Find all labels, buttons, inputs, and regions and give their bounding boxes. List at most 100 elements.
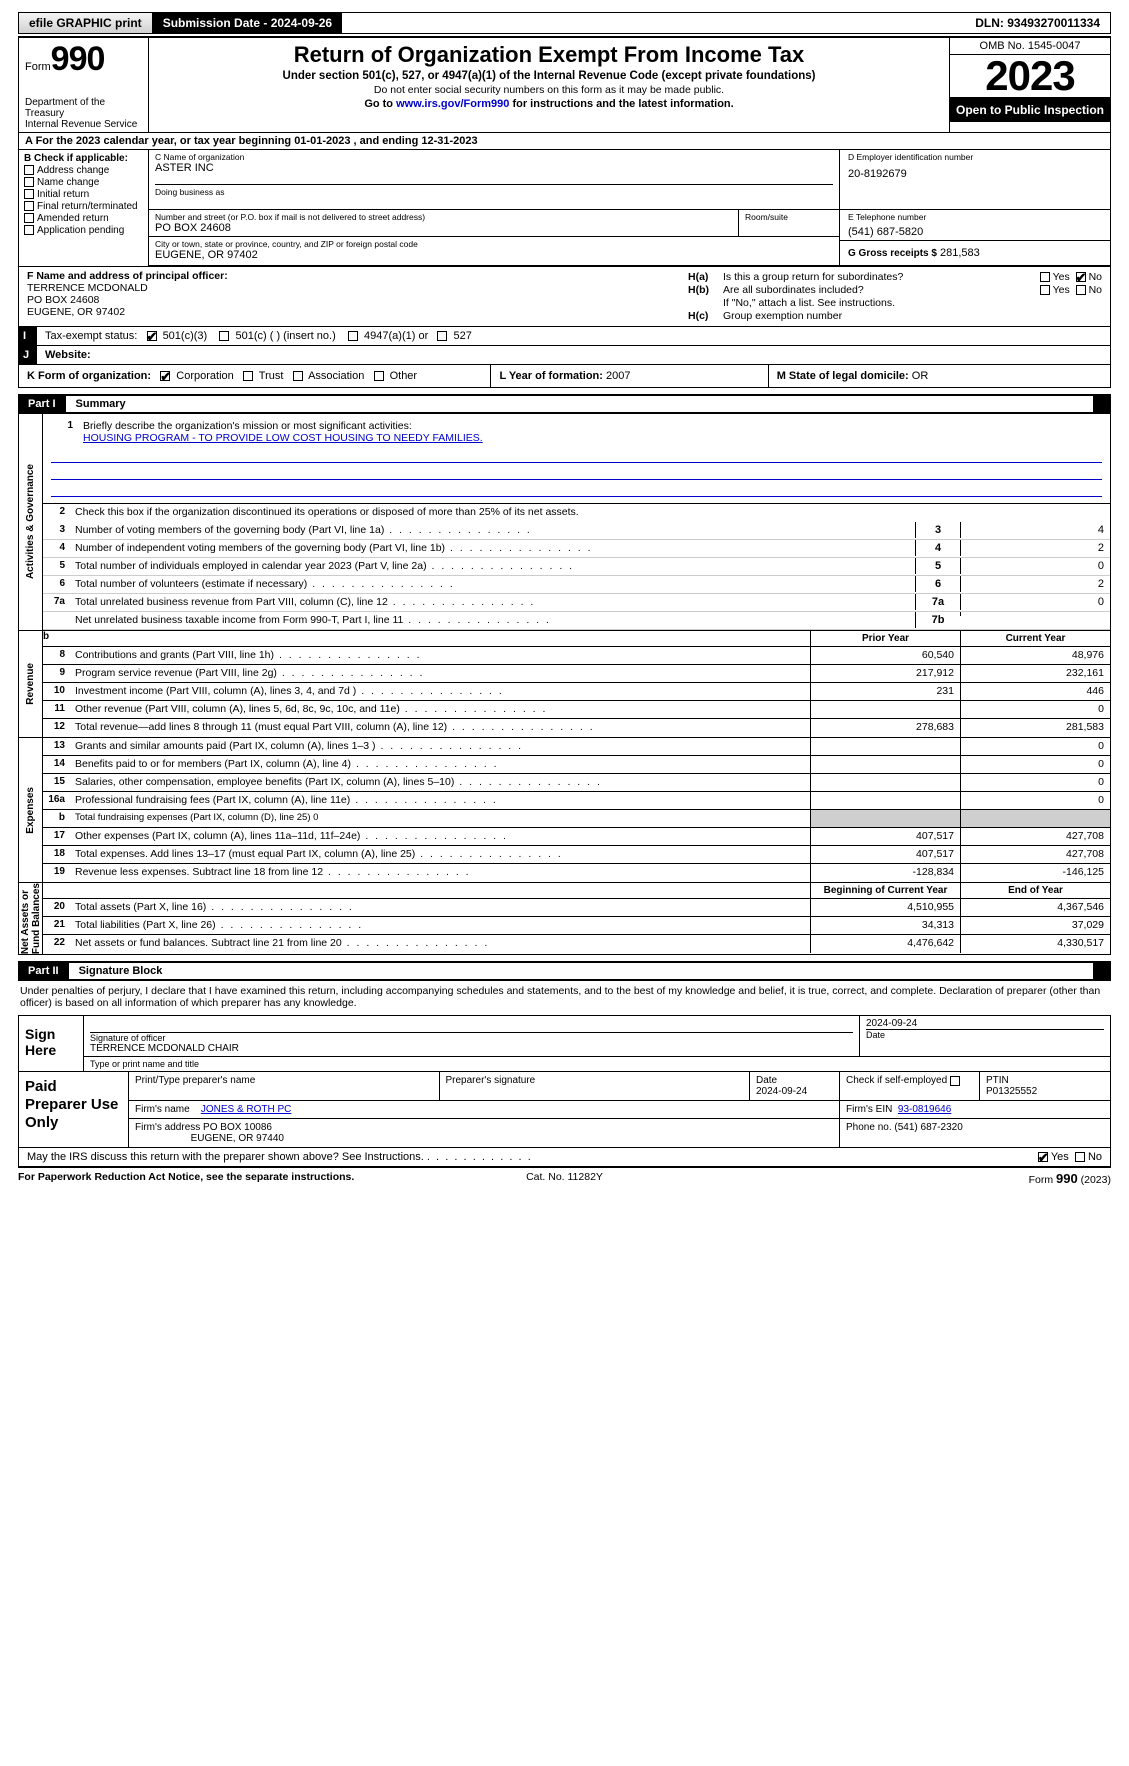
ein-lbl: Firm's EIN <box>846 1104 892 1115</box>
discuss-no-lbl: No <box>1088 1151 1102 1163</box>
form-subtitle-2: Do not enter social security numbers on … <box>157 84 941 96</box>
b-item-3: Final return/terminated <box>37 201 138 212</box>
firm-addr2: EUGENE, OR 97440 <box>191 1133 284 1144</box>
efile-print-button[interactable]: efile GRAPHIC print <box>19 13 153 33</box>
expense-row: 15Salaries, other compensation, employee… <box>43 774 1110 792</box>
chk-501c[interactable] <box>219 331 229 341</box>
revenue-row: 12Total revenue—add lines 8 through 11 (… <box>43 719 1110 737</box>
chk-4947[interactable] <box>348 331 358 341</box>
submission-date: Submission Date - 2024-09-26 <box>153 13 342 33</box>
header-left: Form990 Department of the Treasury Inter… <box>19 38 149 132</box>
form-number: 990 <box>51 40 105 78</box>
i-lbl: Tax-exempt status: <box>45 330 137 342</box>
vtab-expenses: Expenses <box>19 738 43 882</box>
line-2: Check this box if the organization disco… <box>71 504 1110 520</box>
paperwork-notice: For Paperwork Reduction Act Notice, see … <box>18 1171 382 1186</box>
form-header: Form990 Department of the Treasury Inter… <box>18 36 1111 133</box>
chk-address-change[interactable] <box>24 165 34 175</box>
expense-row: 18Total expenses. Add lines 13–17 (must … <box>43 846 1110 864</box>
discuss-row: May the IRS discuss this return with the… <box>18 1148 1111 1167</box>
officer-addr2: EUGENE, OR 97402 <box>27 306 672 318</box>
k-lbl: K Form of organization: <box>27 370 151 382</box>
form-title: Return of Organization Exempt From Incom… <box>157 42 941 68</box>
gov-row: 5Total number of individuals employed in… <box>43 558 1110 576</box>
chk-name-change[interactable] <box>24 177 34 187</box>
identity-grid: B Check if applicable: Address change Na… <box>18 150 1111 267</box>
topbar: efile GRAPHIC print Submission Date - 20… <box>18 12 1111 34</box>
chk-initial-return[interactable] <box>24 189 34 199</box>
m-lbl: M State of legal domicile: <box>777 370 909 382</box>
chk-app-pending[interactable] <box>24 225 34 235</box>
firm-name[interactable]: JONES & ROTH PC <box>201 1104 292 1115</box>
i-row: I Tax-exempt status: 501(c)(3) 501(c) ( … <box>18 327 1111 346</box>
sub3-pre: Go to <box>364 98 396 110</box>
hb-yes[interactable] <box>1040 285 1050 295</box>
expense-row: 17Other expenses (Part IX, column (A), l… <box>43 828 1110 846</box>
addr-lbl: Number and street (or P.O. box if mail i… <box>155 212 732 222</box>
foot-form-post: (2023) <box>1078 1174 1111 1186</box>
chk-501c3[interactable] <box>147 331 157 341</box>
opt-4947: 4947(a)(1) or <box>364 330 428 342</box>
net-row: 22Net assets or fund balances. Subtract … <box>43 935 1110 953</box>
part-2-title: Signature Block <box>69 963 1093 979</box>
phone-lbl: Phone no. <box>846 1122 892 1133</box>
chk-self-employed[interactable] <box>950 1076 960 1086</box>
brief-line-1 <box>51 448 1102 463</box>
ein: 20-8192679 <box>848 168 1102 180</box>
city-lbl: City or town, state or province, country… <box>155 239 833 249</box>
cat-no: Cat. No. 11282Y <box>382 1171 746 1186</box>
yes-label-2: Yes <box>1053 284 1070 296</box>
ha-yes[interactable] <box>1040 272 1050 282</box>
mission-text[interactable]: HOUSING PROGRAM - TO PROVIDE LOW COST HO… <box>83 432 483 444</box>
part-2-header: Part II Signature Block <box>18 961 1111 981</box>
g-lbl: G Gross receipts $ <box>848 248 937 259</box>
telephone: (541) 687-5820 <box>848 226 1102 238</box>
gov-row: 7aTotal unrelated business revenue from … <box>43 594 1110 612</box>
d-lbl: D Employer identification number <box>848 152 1102 162</box>
b-item-1: Name change <box>37 177 99 188</box>
opt-other: Other <box>390 370 418 382</box>
chk-527[interactable] <box>437 331 447 341</box>
prep-date-lbl: Date <box>756 1075 777 1086</box>
b-item-5: Application pending <box>37 225 124 236</box>
ha-no[interactable] <box>1076 272 1086 282</box>
dba-lbl: Doing business as <box>155 187 833 197</box>
gov-row: 6Total number of volunteers (estimate if… <box>43 576 1110 594</box>
chk-corp[interactable] <box>160 371 170 381</box>
chk-other[interactable] <box>374 371 384 381</box>
hdr-end: End of Year <box>960 883 1110 898</box>
type-lbl: Type or print name and title <box>84 1057 1110 1071</box>
chk-trust[interactable] <box>243 371 253 381</box>
no-label-2: No <box>1089 284 1102 296</box>
year-formation: 2007 <box>606 370 630 382</box>
sign-here-block: Sign Here Signature of officer TERRENCE … <box>18 1015 1111 1072</box>
room-lbl: Room/suite <box>745 212 833 222</box>
perjury-statement: Under penalties of perjury, I declare th… <box>18 981 1111 1013</box>
b-heading: B Check if applicable: <box>24 153 143 164</box>
ptin: P01325552 <box>986 1086 1037 1097</box>
chk-amended[interactable] <box>24 213 34 223</box>
irs-link[interactable]: www.irs.gov/Form990 <box>396 98 509 110</box>
gross-receipts: 281,583 <box>940 247 980 259</box>
hb-no[interactable] <box>1076 285 1086 295</box>
yes-label: Yes <box>1053 271 1070 283</box>
column-cdefg: C Name of organization ASTER INC Doing b… <box>149 150 1110 266</box>
vtab-revenue: Revenue <box>19 631 43 737</box>
b-item-4: Amended return <box>37 213 109 224</box>
b-item-0: Address change <box>37 165 109 176</box>
firm-ein[interactable]: 93-0819646 <box>898 1104 951 1115</box>
chk-final-return[interactable] <box>24 201 34 211</box>
brief-lbl: Briefly describe the organization's miss… <box>83 420 412 432</box>
sub3-post: for instructions and the latest informat… <box>509 98 733 110</box>
chk-assoc[interactable] <box>293 371 303 381</box>
street-address: PO BOX 24608 <box>155 222 732 234</box>
e-lbl: E Telephone number <box>848 212 1102 222</box>
foot-form-num: 990 <box>1056 1171 1078 1186</box>
revenue-row: 8Contributions and grants (Part VIII, li… <box>43 647 1110 665</box>
paid-prep-label: Paid Preparer Use Only <box>19 1072 129 1147</box>
header-right: OMB No. 1545-0047 2023 Open to Public In… <box>950 38 1110 132</box>
discuss-yes[interactable] <box>1038 1152 1048 1162</box>
discuss-no[interactable] <box>1075 1152 1085 1162</box>
discuss-yes-lbl: Yes <box>1051 1151 1069 1163</box>
part-1-title: Summary <box>66 396 1093 412</box>
